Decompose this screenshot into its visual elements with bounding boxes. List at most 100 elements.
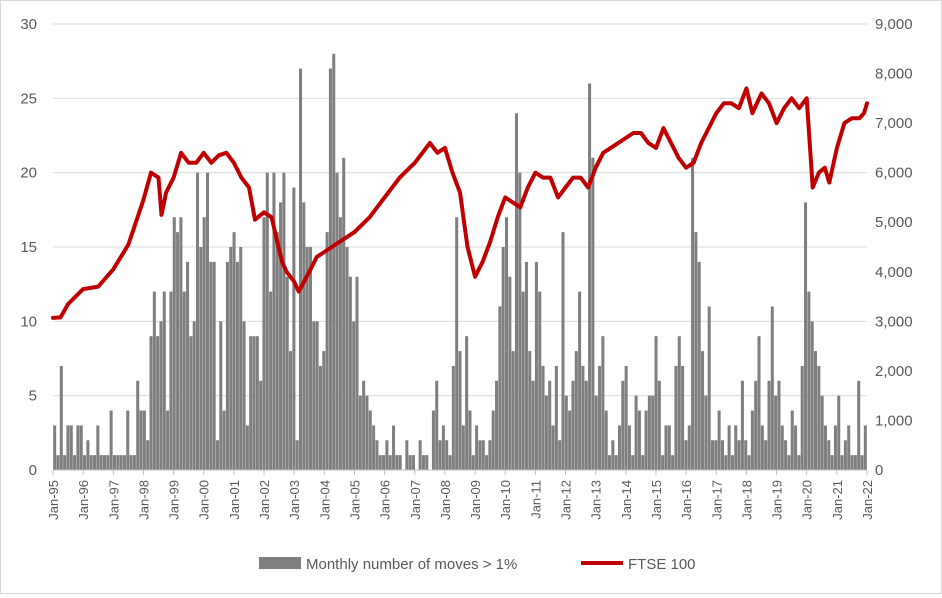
bar	[169, 291, 173, 470]
x-tick-label: Jan-11	[528, 480, 543, 519]
x-tick-label: Jan-18	[739, 480, 754, 520]
y-left-tick-label: 25	[20, 90, 37, 107]
bar	[355, 276, 359, 470]
bar	[99, 455, 103, 470]
legend: Monthly number of moves > 1% FTSE 100	[259, 556, 696, 573]
bar	[392, 425, 396, 470]
bar	[308, 247, 313, 470]
bar	[302, 202, 306, 470]
bar	[225, 261, 229, 470]
bar	[677, 336, 681, 470]
x-tick-label: Jan-95	[46, 480, 61, 520]
x-tick-label: Jan-13	[589, 480, 604, 520]
bar	[368, 410, 372, 470]
bar	[687, 425, 691, 470]
bar	[847, 425, 851, 470]
bar	[315, 321, 319, 470]
bar	[59, 365, 63, 470]
bar	[627, 425, 631, 470]
bar	[754, 380, 758, 470]
x-tick-label: Jan-08	[438, 480, 453, 520]
bar	[112, 455, 116, 470]
bar	[318, 365, 322, 470]
bar	[637, 410, 641, 470]
bar	[176, 232, 180, 470]
bar	[727, 425, 731, 470]
x-tick-label: Jan-03	[287, 480, 302, 520]
bar	[485, 455, 489, 470]
bar	[186, 261, 190, 470]
bar	[146, 440, 150, 470]
bar	[76, 425, 80, 470]
bar	[804, 202, 808, 470]
bar	[634, 395, 638, 470]
bar	[232, 232, 236, 470]
y-right-tick-label: 4,000	[875, 264, 913, 281]
bar	[581, 365, 585, 470]
bar	[259, 380, 263, 470]
bar	[166, 410, 170, 470]
y-left-tick-label: 20	[20, 165, 37, 182]
bar	[325, 232, 329, 470]
bar	[275, 232, 279, 470]
bar	[255, 336, 259, 470]
bar	[451, 365, 455, 470]
bar	[465, 336, 469, 470]
bar	[116, 455, 120, 470]
bar	[478, 440, 482, 470]
bar	[647, 395, 651, 470]
bar	[405, 440, 409, 470]
bar	[152, 291, 156, 470]
bar	[863, 425, 867, 470]
x-tick-label: Jan-22	[860, 480, 875, 520]
bar	[654, 336, 658, 470]
bar	[86, 440, 90, 470]
bar	[375, 440, 379, 470]
bar	[192, 321, 196, 470]
bar	[262, 217, 266, 470]
bar	[564, 395, 568, 470]
bar	[335, 172, 339, 470]
bar	[514, 113, 518, 470]
bar	[598, 365, 602, 470]
y-right-tick-label: 6,000	[875, 165, 913, 182]
x-tick-label: Jan-14	[619, 480, 634, 520]
bar	[833, 425, 837, 470]
bar	[338, 217, 342, 470]
bar	[448, 455, 452, 470]
y-right-tick-label: 8,000	[875, 66, 913, 83]
x-tick-label: Jan-06	[378, 480, 393, 520]
bar	[132, 455, 136, 470]
bar	[664, 425, 668, 470]
bar	[182, 291, 186, 470]
bar	[714, 440, 718, 470]
bar	[704, 395, 708, 470]
x-tick-label: Jan-17	[709, 480, 724, 520]
x-tick-label: Jan-20	[800, 480, 815, 520]
bar	[578, 291, 582, 470]
bar	[285, 276, 289, 470]
bar	[79, 425, 83, 470]
bar	[73, 455, 77, 470]
bar	[737, 440, 741, 470]
bar	[584, 380, 588, 470]
y-right-tick-label: 3,000	[875, 313, 913, 330]
bar	[196, 172, 200, 470]
bar	[159, 321, 163, 470]
bar	[661, 455, 665, 470]
bar	[431, 410, 435, 470]
bar	[312, 321, 316, 470]
bar	[810, 321, 814, 470]
y-right-tick-label: 9,000	[875, 16, 913, 33]
x-tick-label: Jan-00	[197, 480, 212, 520]
bar	[491, 410, 495, 470]
bar	[740, 380, 744, 470]
bar	[744, 440, 748, 470]
bar	[458, 351, 462, 470]
bar	[126, 410, 130, 470]
bar	[641, 455, 645, 470]
bar	[667, 425, 671, 470]
bar	[701, 351, 705, 470]
bar	[568, 410, 572, 470]
x-tick-label: Jan-02	[257, 480, 272, 520]
